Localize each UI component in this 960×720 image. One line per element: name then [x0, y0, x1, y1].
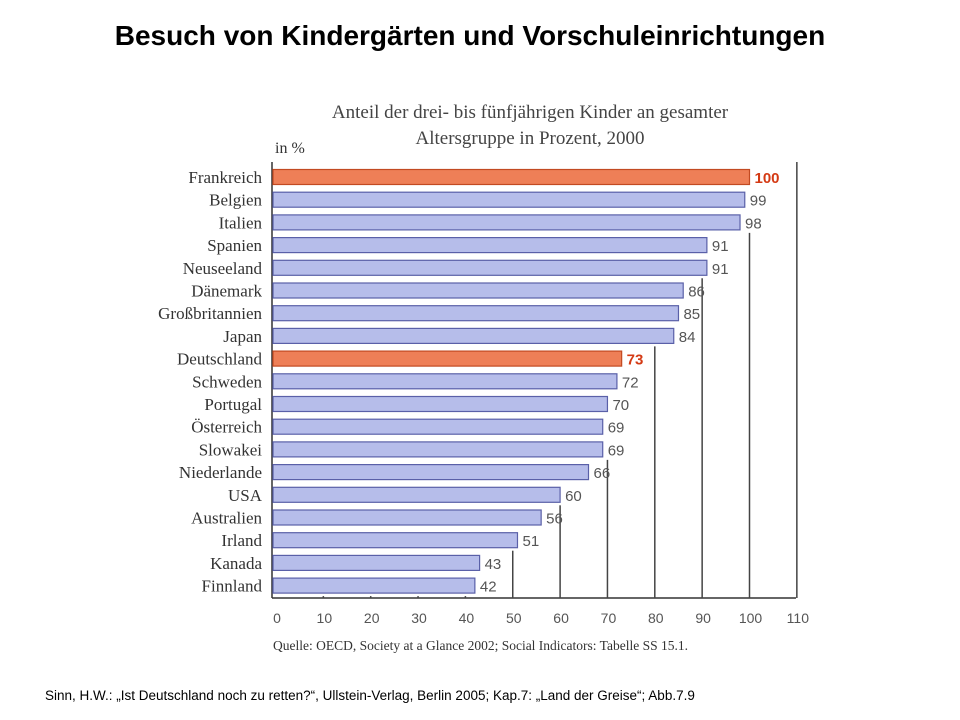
category-label: Italien [219, 213, 263, 232]
category-label: Australien [191, 509, 262, 528]
bar-value-label: 56 [546, 511, 563, 528]
category-label: Kanada [210, 554, 262, 573]
x-tick-label: 40 [459, 610, 475, 626]
bar-value-label: 42 [480, 579, 497, 596]
bar-spanien [272, 237, 708, 254]
category-label: Schweden [192, 372, 262, 391]
category-label: Japan [223, 327, 262, 346]
bar-value-label: 98 [745, 215, 762, 232]
category-label: Irland [221, 531, 262, 550]
unit-label: in % [275, 140, 305, 157]
bar-value-label: 73 [627, 352, 644, 369]
x-tick-label: 100 [739, 610, 763, 626]
x-tick-label: 80 [648, 610, 664, 626]
x-tick-label: 0 [273, 610, 281, 626]
bar-value-label: 86 [688, 284, 705, 301]
chart-subtitle: Anteil der drei- bis fünfjährigen Kinder… [280, 100, 780, 152]
category-label: Dänemark [191, 282, 262, 301]
category-label: USA [228, 486, 263, 505]
bar-dänemark [272, 282, 684, 299]
bar-value-label: 85 [683, 306, 700, 323]
slide-title: Besuch von Kindergärten und Vorschuleinr… [114, 20, 826, 51]
category-label: Frankreich [188, 168, 262, 187]
bar-portugal [272, 395, 609, 413]
bar-value-label: 84 [679, 329, 696, 346]
category-label: Finnland [202, 577, 263, 596]
bar-japan [272, 327, 675, 344]
bar-österreich [272, 418, 604, 435]
bar-value-label: 69 [608, 442, 625, 459]
bar-value-label: 43 [485, 556, 502, 573]
citation: Sinn, H.W.: „Ist Deutschland noch zu ret… [45, 688, 695, 703]
bar-value-label: 99 [750, 193, 767, 210]
bar-irland [272, 532, 519, 549]
bar-finnland [272, 577, 476, 594]
x-tick-label: 30 [411, 610, 427, 626]
bar-schweden [272, 373, 618, 390]
category-label: Österreich [191, 418, 262, 437]
bar-italien [272, 214, 741, 231]
bar-value-label: 72 [622, 374, 639, 391]
bar-value-label: 60 [565, 488, 582, 505]
bar-slowakei [272, 441, 604, 458]
bar-frankreich [272, 168, 751, 186]
bar-großbritannien [272, 305, 680, 322]
bar-neuseeland [272, 259, 708, 276]
bar-deutschland [272, 350, 623, 367]
category-label: Portugal [204, 395, 262, 414]
x-tick-label: 90 [695, 610, 711, 626]
bar-usa [272, 486, 561, 503]
bar-value-label: 100 [755, 170, 780, 187]
x-tick-label: 70 [601, 610, 617, 626]
bar-australien [272, 509, 542, 526]
bar-value-label: 51 [522, 533, 539, 550]
chart-subtitle-line-2: Altersgruppe in Prozent, 2000 [415, 128, 645, 149]
bar-niederlande [272, 464, 590, 481]
bar-value-label: 91 [712, 238, 729, 255]
chart-subtitle-line-1: Anteil der drei- bis fünfjährigen Kinder… [331, 102, 729, 123]
category-label: Spanien [207, 236, 262, 255]
bar-value-label: 70 [612, 397, 629, 414]
x-tick-label: 20 [364, 610, 380, 626]
x-tick-label: 10 [317, 610, 333, 626]
category-label: Niederlande [179, 463, 262, 482]
x-tick-label: 110 [787, 610, 810, 626]
category-label: Slowakei [199, 440, 263, 459]
bar-belgien [272, 191, 746, 208]
x-tick-label: 60 [553, 610, 569, 626]
x-tick-label: 50 [506, 610, 522, 626]
bar-value-label: 66 [594, 465, 611, 482]
bar-value-label: 69 [608, 420, 625, 437]
category-label: Deutschland [177, 350, 262, 369]
category-label: Großbritannien [158, 304, 262, 323]
category-label: Belgien [209, 191, 262, 210]
bar-kanada [272, 554, 481, 572]
category-label: Neuseeland [183, 259, 263, 278]
source-note: Quelle: OECD, Society at a Glance 2002; … [273, 638, 688, 653]
bar-value-label: 91 [712, 261, 729, 278]
